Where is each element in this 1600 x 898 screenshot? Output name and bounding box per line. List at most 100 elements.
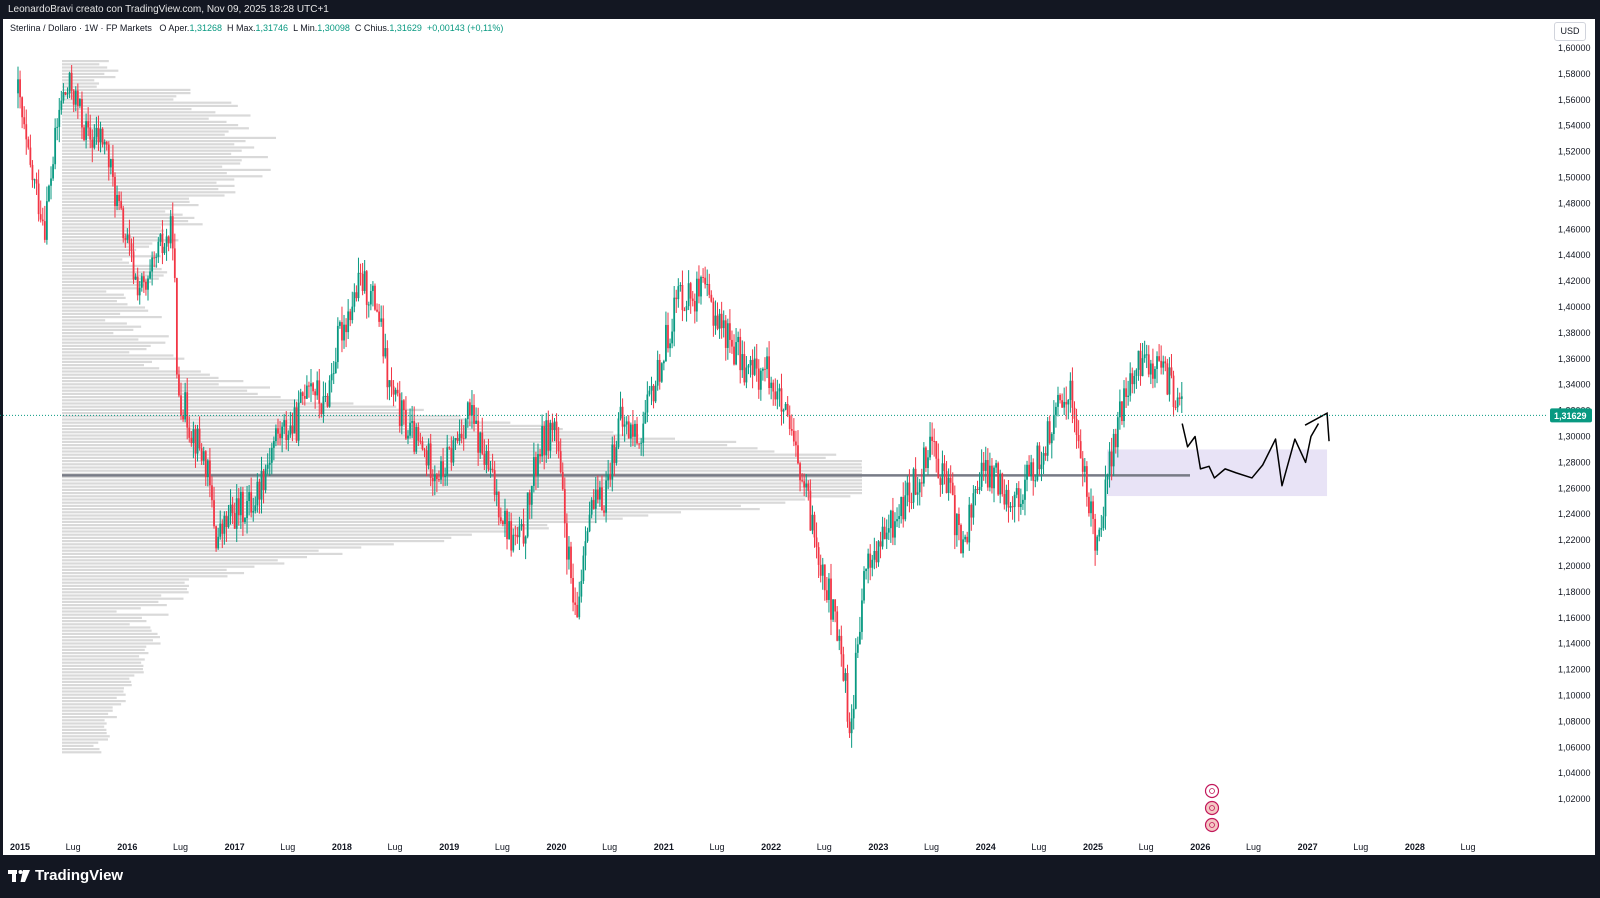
open-key: O — [159, 23, 167, 33]
change-value: +0,00143 (+0,11%) — [426, 23, 504, 33]
currency-button[interactable]: USD — [1554, 22, 1586, 41]
volume-profile-bar — [62, 98, 174, 101]
candle — [1156, 351, 1158, 384]
volume-profile-bar — [62, 696, 117, 699]
candle — [145, 279, 147, 296]
volume-profile-bar — [62, 556, 308, 559]
volume-profile-bar — [62, 581, 185, 584]
candle — [369, 284, 372, 311]
open-value: 1,31268 — [189, 23, 222, 33]
volume-profile-bar — [62, 677, 130, 680]
candle — [801, 473, 804, 483]
chart-panel[interactable] — [3, 19, 1595, 855]
y-tick-label: 1,44000 — [1558, 250, 1591, 260]
brand-name: TradingView — [35, 867, 124, 884]
candle — [132, 236, 135, 285]
candle — [471, 390, 473, 429]
candle — [1147, 345, 1150, 378]
x-tick-label: Lug — [280, 842, 295, 852]
candle — [289, 411, 292, 438]
candle — [502, 519, 504, 527]
volume-profile-bar — [62, 213, 183, 216]
candle — [142, 271, 145, 293]
candle — [1133, 370, 1136, 394]
candle — [559, 438, 562, 474]
candle — [580, 569, 583, 603]
y-tick-label: 1,22000 — [1558, 535, 1591, 545]
candle — [206, 458, 209, 487]
candle — [178, 366, 180, 398]
candle — [334, 347, 337, 374]
candle — [256, 473, 259, 513]
candle — [576, 591, 579, 618]
candle — [165, 228, 168, 261]
y-tick-label: 1,56000 — [1558, 95, 1591, 105]
candle — [1026, 460, 1028, 492]
candle — [438, 470, 440, 483]
candle — [81, 91, 83, 140]
volume-profile-bar — [62, 197, 189, 200]
x-tick-label: Lug — [495, 842, 510, 852]
open-key-it: Aper. — [168, 23, 190, 33]
candle — [1011, 496, 1014, 520]
volume-profile-bar — [62, 248, 137, 251]
volume-profile-bar — [62, 450, 775, 453]
candle — [508, 511, 511, 540]
volume-profile-bar — [62, 284, 145, 287]
candle — [759, 367, 762, 401]
candle — [1129, 362, 1132, 402]
volume-profile-bar — [62, 344, 151, 347]
candle — [283, 414, 286, 435]
candle — [495, 479, 498, 507]
volume-profile-bar — [62, 520, 597, 523]
candle — [844, 668, 847, 693]
candle — [239, 486, 242, 529]
volume-profile-bar — [62, 584, 189, 587]
candle — [968, 496, 971, 551]
tradingview-logo[interactable]: TradingView — [8, 867, 123, 884]
candle — [124, 233, 127, 248]
candle — [815, 522, 818, 559]
volume-profile-bar — [62, 300, 117, 303]
candle — [720, 301, 723, 339]
candle — [262, 468, 265, 504]
candle — [196, 424, 199, 462]
volume-profile-bar — [62, 722, 107, 725]
candle — [570, 541, 572, 584]
candle — [23, 106, 26, 130]
candle — [1009, 502, 1012, 513]
candle — [518, 516, 521, 550]
candle — [433, 465, 436, 496]
candle — [35, 172, 38, 195]
candle — [324, 382, 327, 403]
candle — [854, 638, 857, 710]
candle — [778, 383, 781, 407]
candle — [809, 479, 812, 531]
volume-profile-bar — [62, 466, 862, 469]
candle — [941, 450, 944, 494]
candle — [209, 448, 211, 498]
volume-profile-bar — [62, 223, 203, 226]
candle — [1069, 372, 1072, 413]
candle — [440, 456, 442, 484]
volume-profile-bar — [62, 245, 150, 248]
candle — [254, 496, 257, 514]
candle — [528, 489, 531, 520]
candle — [858, 616, 861, 645]
candle — [1013, 491, 1016, 523]
volume-profile-bar — [62, 396, 281, 399]
candle — [708, 273, 711, 299]
candle — [415, 423, 418, 454]
candle — [1055, 402, 1057, 428]
volume-profile-bar — [62, 501, 786, 504]
volume-profile-bar — [62, 200, 190, 203]
candle — [136, 267, 139, 301]
y-tick-label: 1,38000 — [1558, 328, 1591, 338]
candle — [367, 301, 370, 318]
candle — [188, 416, 191, 443]
candle — [623, 416, 626, 442]
candle — [745, 356, 748, 389]
candle — [1088, 492, 1090, 517]
candle — [295, 401, 298, 444]
